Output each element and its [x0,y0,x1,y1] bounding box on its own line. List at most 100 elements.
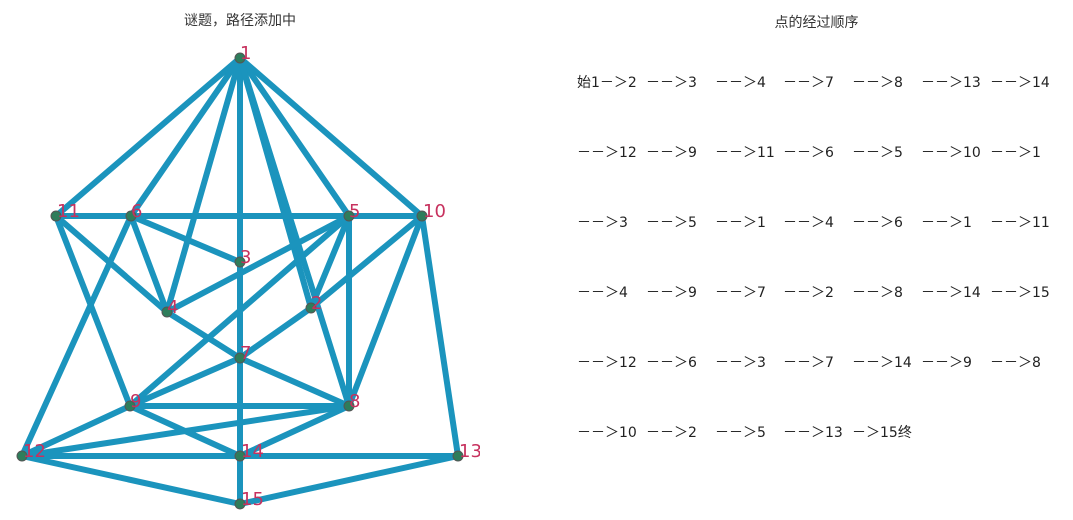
order-step: －－＞8 [852,285,903,301]
node-10 [416,210,428,222]
edge-1-6 [128,55,243,219]
order-step: －－＞5 [715,425,766,441]
node-label-11: 11 [57,201,80,222]
order-step: －－＞5 [852,145,903,161]
edge-9-12 [19,403,133,459]
node-label-12: 12 [23,441,46,462]
node-6 [125,210,137,222]
node-7 [234,352,246,364]
order-step: 始1－＞2 [577,75,637,91]
edge-layer [19,55,461,507]
order-step: －－＞7 [715,285,766,301]
order-step: －－＞13 [921,75,981,91]
order-step: －－＞12 [577,355,637,371]
order-step: －－＞15 [990,285,1050,301]
node-label-13: 13 [459,441,480,462]
order-step: －－＞4 [715,75,766,91]
edge-8-14 [237,403,352,459]
order-step: －－＞8 [990,355,1041,371]
node-2 [305,302,317,314]
node-12 [16,450,28,462]
edge-1-11 [53,55,243,219]
node-3 [234,256,246,268]
edge-7-8 [237,355,352,409]
edge-11-9 [53,213,133,409]
order-step: －－＞13 [783,425,843,441]
node-label-1: 1 [240,43,251,64]
order-step: －－＞3 [646,75,697,91]
order-step: －－＞9 [921,355,972,371]
order-panel: 点的经过顺序 始1－＞2 －－＞3 －－＞4 －－＞7 －－＞8 －－＞13 －－＞14 －－… [560,0,1073,520]
edge-10-13 [419,213,461,459]
order-step: －－＞4 [783,215,834,231]
edge-5-4 [164,213,352,315]
order-step: －－＞10 [577,425,637,441]
order-step: －－＞3 [715,355,766,371]
edge-4-7 [164,309,243,361]
edge-6-12 [19,213,134,459]
edge-1-5 [237,55,352,219]
node-label-9: 9 [130,391,141,412]
order-step: －－＞6 [852,215,903,231]
order-step: －－＞7 [783,355,834,371]
order-step: －－＞9 [646,285,697,301]
order-step: －－＞11 [715,145,775,161]
node-9 [124,400,136,412]
edge-6-3 [128,213,243,265]
node-label-7: 7 [240,343,251,364]
node-label-14: 14 [241,441,264,462]
edge-15-13 [237,453,461,507]
node-4 [161,306,173,318]
order-step: －－＞1 [715,215,766,231]
edge-8-12 [19,403,352,459]
order-step: －－＞12 [577,145,637,161]
order-step: －－＞8 [852,75,903,91]
order-step: －－＞4 [577,285,628,301]
order-step: －－＞14 [990,75,1050,91]
order-step: －－＞14 [921,285,981,301]
node-label-2: 2 [311,293,322,314]
order-step: －－＞3 [577,215,628,231]
edge-5-9 [127,213,352,409]
edge-1-4 [164,55,243,315]
node-15 [234,498,246,510]
edge-1-10 [237,55,425,219]
node-label-6: 6 [131,201,142,222]
order-step: －＞15终 [852,425,912,441]
order-title: 点的经过顺序 [774,15,859,31]
order-step: －－＞7 [783,75,834,91]
node-layer [16,52,464,510]
edge-1-8 [237,55,352,409]
node-label-8: 8 [349,391,360,412]
node-label-3: 3 [240,247,251,268]
node-13 [452,450,464,462]
node-5 [343,210,355,222]
order-step: －－＞2 [783,285,834,301]
order-step: －－＞5 [646,215,697,231]
order-step: －－＞1 [921,215,972,231]
edge-10-2 [308,213,425,311]
edge-12-15 [19,453,243,507]
order-step: －－＞2 [646,425,697,441]
order-step: －－＞6 [646,355,697,371]
graph-title: 谜题，路径添加中 [184,13,296,29]
order-step: －－＞1 [990,145,1041,161]
edge-10-8 [346,213,425,409]
order-step: －－＞9 [646,145,697,161]
edge-5-2 [308,213,352,311]
order-step: －－＞14 [852,355,912,371]
node-label-10: 10 [423,201,446,222]
node-14 [234,450,246,462]
edge-7-9 [127,355,243,409]
node-11 [50,210,62,222]
order-step: －－＞6 [783,145,834,161]
node-label-5: 5 [349,201,360,222]
edge-6-4 [128,213,170,315]
node-8 [343,400,355,412]
node-1 [234,52,246,64]
order-step: －－＞10 [921,145,981,161]
edge-2-7 [237,305,314,361]
node-label-4: 4 [167,297,178,318]
